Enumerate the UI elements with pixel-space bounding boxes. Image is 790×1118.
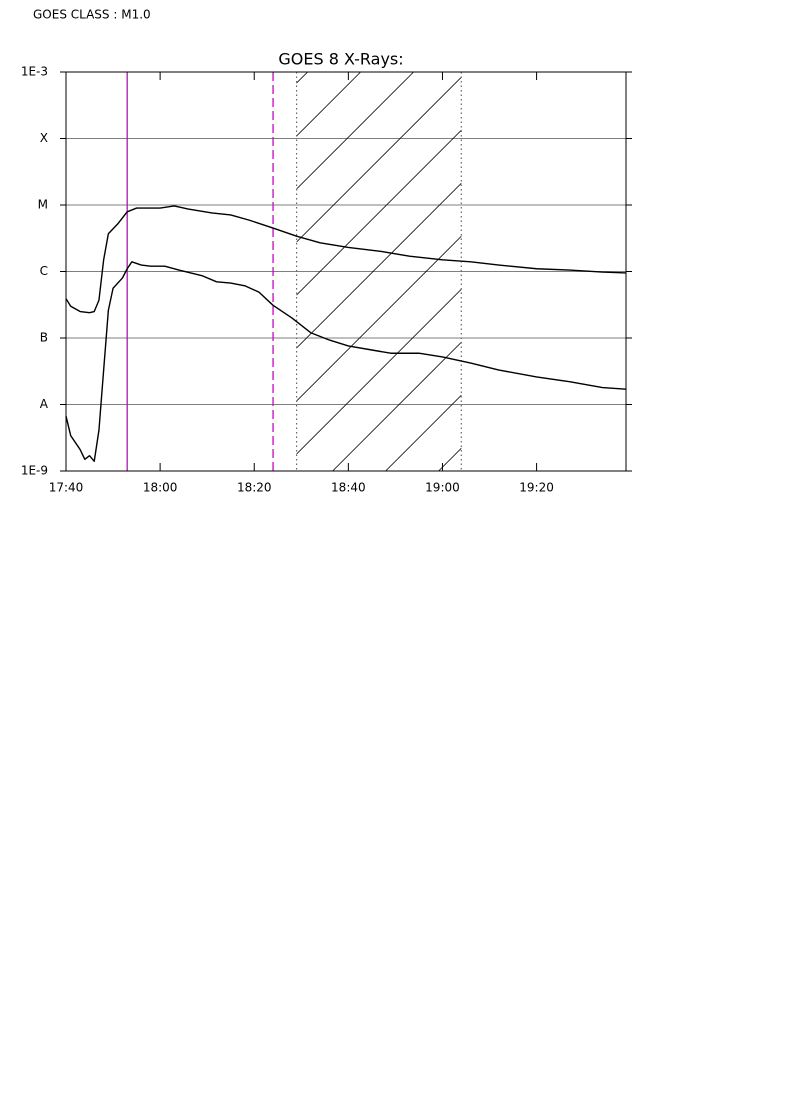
chart-title: GOES 8 X-Rays: bbox=[278, 50, 403, 69]
y-tick-label: M bbox=[38, 198, 48, 212]
plot-frame bbox=[65, 71, 627, 472]
x-tick-label: 18:40 bbox=[331, 481, 366, 495]
y-tick-label: X bbox=[40, 131, 48, 145]
x-tick-label: 19:00 bbox=[425, 481, 460, 495]
flux-line bbox=[65, 205, 627, 314]
x-tick-label: 19:20 bbox=[519, 481, 554, 495]
hatch-line bbox=[651, 72, 790, 471]
x-tick-label: 18:20 bbox=[237, 481, 272, 495]
hatch-line bbox=[757, 72, 790, 471]
y-tick-label: 1E-3 bbox=[21, 65, 48, 79]
y-tick-label: B bbox=[40, 331, 48, 345]
y-tick-label: 1E-9 bbox=[21, 464, 48, 478]
y-tick-label: C bbox=[40, 264, 48, 278]
x-tick-label: 17:40 bbox=[49, 481, 84, 495]
y-tick-label: A bbox=[40, 397, 49, 411]
flux-line bbox=[65, 261, 627, 462]
hatch-line bbox=[704, 72, 790, 471]
header-text: GOES CLASS : M1.0 bbox=[33, 8, 151, 22]
x-tick-label: 18:00 bbox=[143, 481, 178, 495]
